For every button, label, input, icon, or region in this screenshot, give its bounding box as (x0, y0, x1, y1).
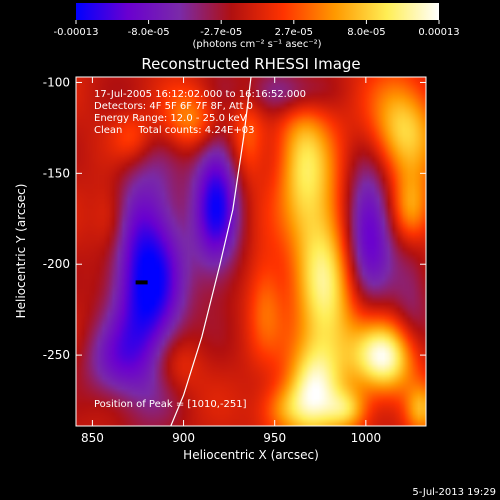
x-tick-label: 850 (81, 431, 104, 445)
y-tick-label: -100 (43, 75, 70, 89)
plot-frame (75, 76, 427, 427)
annotation-time-range: 17-Jul-2005 16:12:02.000 to 16:16:52.000 (94, 89, 306, 100)
colorbar: -0.00013 -8.0e-05 -2.7e-05 2.7e-05 8.0e-05 0.… (54, 3, 460, 50)
y-tick-label: -150 (43, 166, 70, 180)
y-axis-label: Heliocentric Y (arcsec) (14, 184, 28, 319)
y-tick-label: -200 (43, 257, 70, 271)
x-tick-label: 900 (172, 431, 195, 445)
chart-title: Reconstructed RHESSI Image (141, 55, 360, 73)
solar-limb-curve (170, 77, 252, 426)
footer-date: 5-Jul-2013 19:29 (412, 487, 496, 498)
colorbar-tick-label: -2.7e-05 (200, 27, 242, 38)
colorbar-tick-label: -0.00013 (54, 27, 99, 38)
colorbar-tick-label: 8.0e-05 (347, 27, 385, 38)
colorbar-tick-label: 2.7e-05 (275, 27, 313, 38)
x-axis-label: Heliocentric X (arcsec) (183, 448, 319, 462)
colorbar-tick-label: 0.00013 (418, 27, 459, 38)
colorbar-gradient (76, 3, 439, 20)
colorbar-tick-label: -8.0e-05 (128, 27, 170, 38)
heatmap-image (76, 77, 426, 426)
y-axis-ticks: -100 -150 -200 -250 (43, 75, 426, 362)
annotation-clean-counts: Clean Total counts: 4.24E+03 (94, 125, 254, 136)
annotation-energy-range: Energy Range: 12.0 - 25.0 keV (94, 113, 247, 124)
colorbar-ticks: -0.00013 -8.0e-05 -2.7e-05 2.7e-05 8.0e-05 0.… (54, 20, 460, 38)
x-axis-ticks: 850 900 950 1000 (81, 77, 381, 445)
colorbar-unit-label: (photons cm⁻² s⁻¹ asec⁻²) (192, 39, 321, 50)
annotation-detectors: Detectors: 4F 5F 6F 7F 8F, Att 0 (94, 101, 253, 112)
observation-annotations: 17-Jul-2005 16:12:02.000 to 16:16:52.000… (94, 89, 306, 136)
y-tick-label: -250 (43, 348, 70, 362)
x-tick-label: 950 (263, 431, 286, 445)
peak-position-label: Position of Peak = [1010,-251] (94, 399, 247, 410)
source-marker (135, 280, 148, 285)
x-tick-label: 1000 (351, 431, 382, 445)
